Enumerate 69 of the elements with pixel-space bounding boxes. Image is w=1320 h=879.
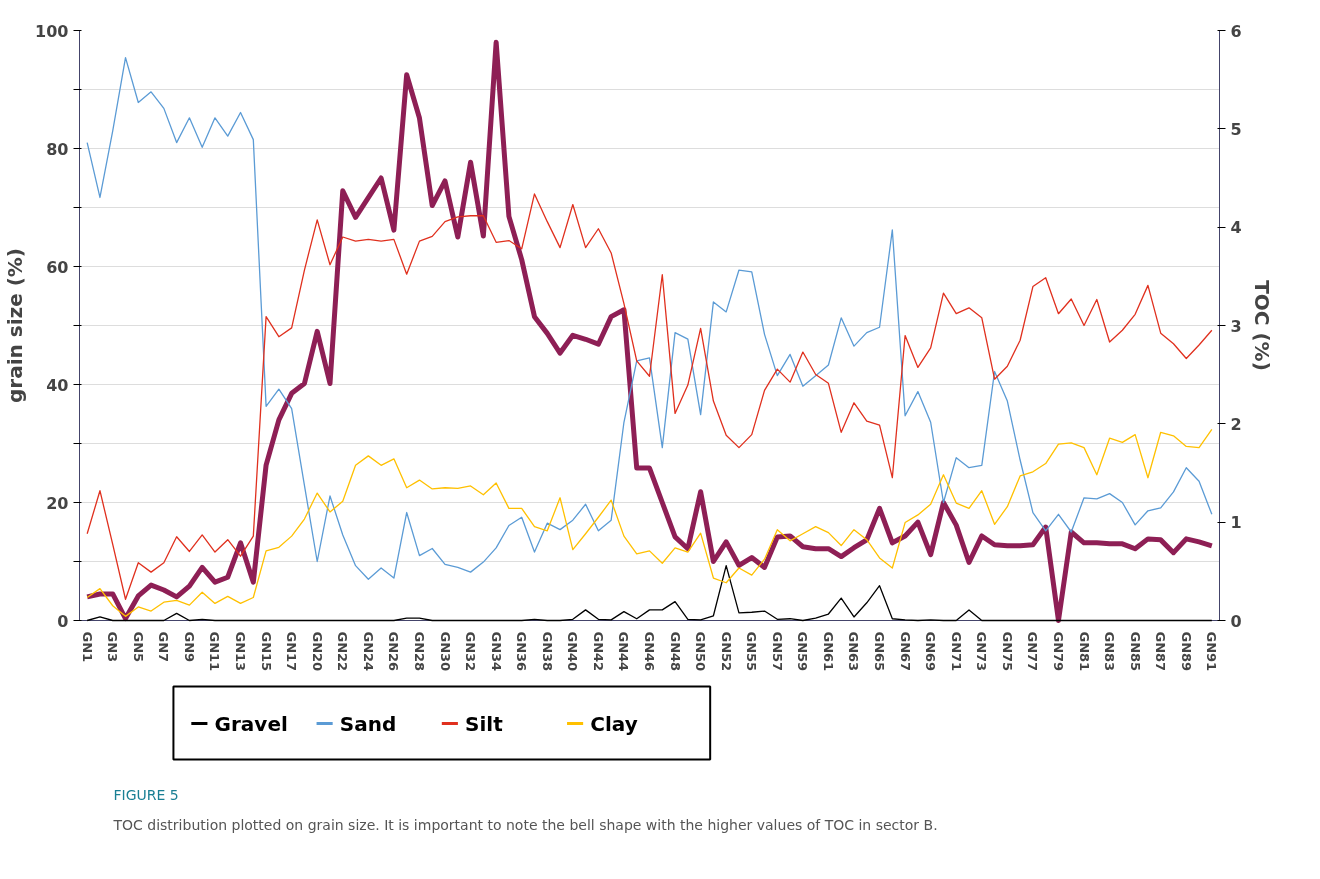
x-tick-label: GN40	[565, 631, 581, 672]
x-tick-label: GN3	[105, 631, 121, 663]
x-tick-label: GN69	[923, 631, 939, 672]
y2-tick-label: 0	[1230, 611, 1242, 631]
x-tick-label: GN77	[1025, 631, 1041, 672]
text: TOC distribution plotted on grain size. It is important to note the bell shape with the higher values of TOC in sector B.	[112, 816, 938, 833]
y-tick-label: 60	[46, 257, 69, 277]
y2-axis-title: TOC (%)	[1249, 280, 1274, 371]
x-tick-label: GN9	[181, 631, 197, 663]
y-axis-title: grain size (%)	[3, 248, 28, 403]
x-tick-label: GN61	[820, 631, 836, 672]
x-tick-label: GN1	[79, 631, 95, 663]
y2-tick-label: 2	[1230, 414, 1242, 434]
x-tick-label: GN63	[846, 631, 862, 672]
x-tick-label: GN5	[130, 631, 146, 663]
y2-tick-label: 1	[1230, 513, 1242, 533]
x-tick-label: GN81	[1076, 631, 1092, 672]
line-series	[86, 564, 1213, 622]
x-tick-label: GN22	[335, 631, 351, 672]
caption: FIGURE 5	[113, 786, 179, 803]
legend-label: Clay	[590, 711, 638, 736]
x-tick-label: GN48	[667, 631, 683, 672]
x-tick-label: GN28	[411, 631, 427, 672]
legend-label: Sand	[339, 711, 397, 736]
x-tick-label: GN89	[1178, 631, 1194, 672]
x-tick-label: GN20	[309, 631, 325, 672]
x-tick-label: GN83	[1102, 631, 1118, 672]
line-series	[86, 428, 1213, 618]
x-tick-label: GN67	[897, 631, 913, 672]
x-tick-label: GN7	[156, 631, 172, 663]
x-tick-label: GN32	[463, 631, 479, 672]
x-tick-label: GN52	[718, 631, 734, 672]
x-tick-label: GN75	[999, 631, 1015, 672]
y-tick-label: 0	[57, 611, 69, 631]
y-tick-label: 40	[46, 375, 69, 395]
x-tick-label: GN55	[744, 631, 760, 672]
x-tick-label: GN59	[795, 631, 811, 672]
x-tick-label: GN71	[948, 631, 964, 672]
y2-tick-label: 4	[1230, 218, 1242, 238]
x-tick-label: GN85	[1127, 631, 1143, 672]
x-tick-label: GN57	[769, 631, 785, 672]
x-tick-label: GN15	[258, 631, 274, 672]
x-tick-label: GN46	[642, 631, 657, 672]
x-tick-label: GN87	[1153, 631, 1169, 672]
y-tick-label: 20	[46, 493, 69, 513]
x-tick-label: GN11	[207, 631, 223, 672]
x-tick-label: GN34	[488, 631, 504, 672]
line-series	[86, 193, 1213, 600]
y2-tick-label: 5	[1230, 119, 1242, 139]
x-tick-label: GN24	[360, 631, 376, 672]
x-tick-label: GN26	[386, 631, 402, 672]
x-tick-label: GN65	[872, 631, 888, 672]
x-tick-label: GN73	[974, 631, 990, 672]
x-tick-label: GN30	[437, 631, 453, 672]
legend-label: Gravel	[214, 711, 288, 736]
y2-tick-label: 6	[1230, 21, 1242, 41]
x-tick-label: GN13	[233, 631, 249, 672]
x-tick-label: GN42	[590, 631, 606, 672]
legend-label: Silt	[465, 711, 504, 736]
x-tick-label: GN79	[1050, 631, 1066, 672]
x-tick-label: GN38	[539, 631, 555, 672]
x-tick-label: GN50	[693, 631, 709, 672]
y-tick-label: 80	[46, 139, 69, 159]
x-tick-label: GN44	[616, 631, 632, 672]
x-tick-label: GN36	[514, 631, 530, 672]
y2-tick-label: 3	[1230, 316, 1242, 336]
x-tick-label: GN91	[1204, 631, 1220, 672]
x-tick-label: GN17	[284, 631, 300, 672]
y-tick-label: 100	[35, 21, 69, 41]
